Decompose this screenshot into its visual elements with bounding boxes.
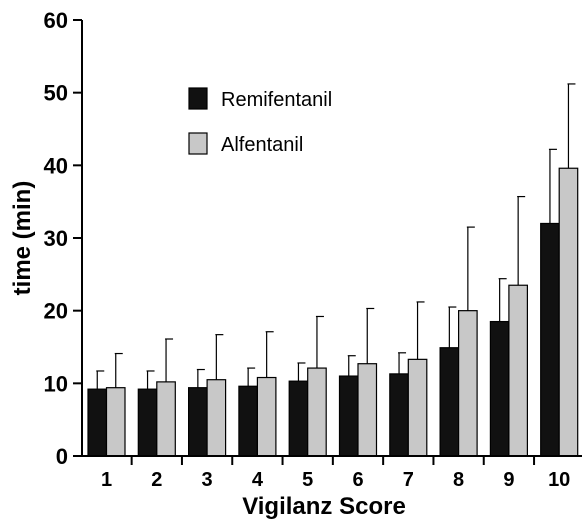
bar-remifentanil xyxy=(238,385,258,457)
y-tick-label: 40 xyxy=(44,153,68,178)
bar-alfentanil xyxy=(458,310,478,457)
bars-layer xyxy=(87,83,579,457)
x-ticks: 1 2 3 4 5 6 7 8 9 10 xyxy=(101,456,570,491)
y-tick-label: 0 xyxy=(56,444,68,469)
bar-alfentanil xyxy=(156,381,176,457)
bar-alfentanil xyxy=(307,367,327,457)
bar-remifentanil xyxy=(87,388,108,457)
bar-remifentanil xyxy=(137,388,158,457)
x-tick-label: 7 xyxy=(403,469,414,491)
bar-alfentanil xyxy=(105,387,126,457)
bar-remifentanil xyxy=(439,347,460,457)
y-tick-label: 30 xyxy=(44,226,68,251)
y-ticks: 0 10 20 30 40 50 60 xyxy=(44,8,82,469)
x-tick-label: 3 xyxy=(202,469,213,491)
legend-label-remifentanil: Remifentanil xyxy=(221,89,332,111)
bar-remifentanil xyxy=(338,375,359,457)
bar-alfentanil xyxy=(357,363,378,457)
x-tick-label: 2 xyxy=(151,469,162,491)
bar-alfentanil xyxy=(206,379,227,457)
legend-swatch-alfentanil xyxy=(188,132,208,155)
y-tick-label: 20 xyxy=(44,299,68,324)
y-tick-label: 60 xyxy=(44,8,68,33)
x-tick-label: 4 xyxy=(252,469,264,491)
legend: Remifentanil Alfentanil xyxy=(188,87,332,156)
bar-remifentanil xyxy=(540,222,560,457)
bar-alfentanil xyxy=(256,376,277,457)
legend-swatch-remifentanil xyxy=(188,87,208,110)
y-tick-label: 50 xyxy=(44,81,68,106)
x-tick-label: 1 xyxy=(101,469,112,491)
legend-label-alfentanil: Alfentanil xyxy=(221,134,303,156)
y-tick-label: 10 xyxy=(44,371,68,396)
x-axis-title: Vigilanz Score xyxy=(242,493,406,520)
bar-remifentanil xyxy=(188,387,208,457)
bar-alfentanil xyxy=(407,358,428,457)
x-tick-label: 5 xyxy=(302,469,313,491)
bar-remifentanil xyxy=(288,380,309,457)
bar-alfentanil xyxy=(508,284,528,457)
x-tick-label: 10 xyxy=(548,469,570,491)
y-axis-title: time (min) xyxy=(9,181,36,296)
x-tick-label: 6 xyxy=(352,469,363,491)
bar-remifentanil xyxy=(489,320,510,457)
bar-alfentanil xyxy=(558,167,579,457)
x-tick-label: 8 xyxy=(453,469,464,491)
bar-remifentanil xyxy=(389,373,409,457)
x-tick-label: 9 xyxy=(503,469,514,491)
